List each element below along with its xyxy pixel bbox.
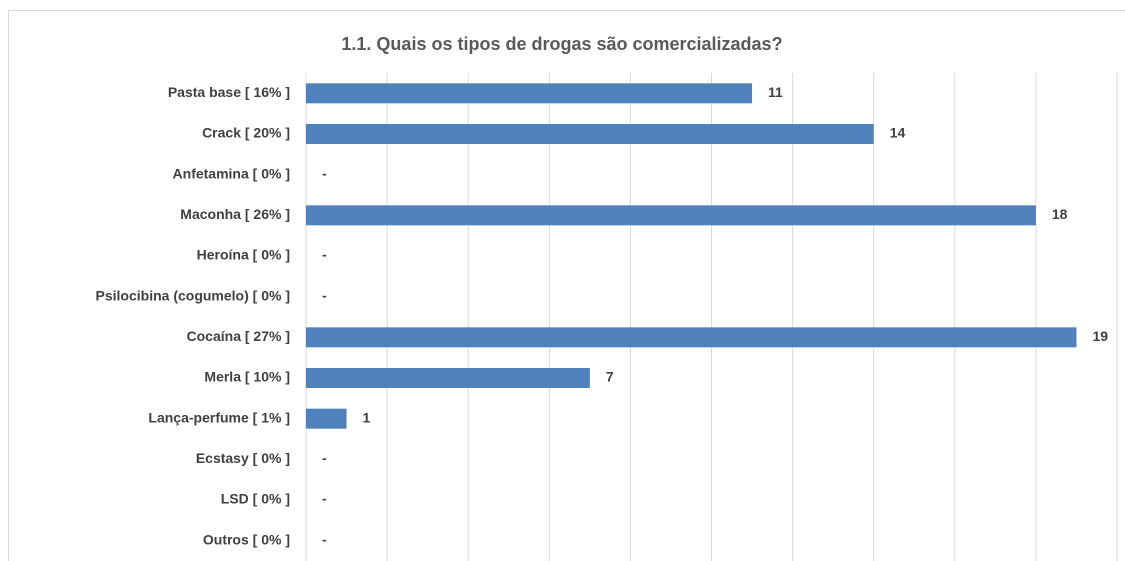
bar — [306, 368, 590, 388]
y-tick-label: Crack [ 20% ] — [202, 125, 290, 141]
y-tick-label: Anfetamina [ 0% ] — [173, 165, 290, 181]
y-tick-label: Outros [ 0% ] — [203, 531, 290, 547]
chart-title: 1.1. Quais os tipos de drogas são comerc… — [341, 34, 782, 54]
bar — [306, 83, 753, 104]
y-tick-label: Psilocibina (cogumelo) [ 0% ] — [96, 287, 290, 303]
data-label: 19 — [1092, 328, 1108, 344]
data-label: 7 — [606, 369, 614, 385]
data-label: - — [322, 165, 327, 181]
data-label: 18 — [1052, 206, 1068, 222]
data-label: 14 — [890, 125, 906, 141]
y-tick-label: Heroína [ 0% ] — [197, 247, 290, 263]
data-label: - — [322, 531, 327, 547]
y-tick-label: Lança-perfume [ 1% ] — [148, 409, 290, 425]
y-tick-label: LSD [ 0% ] — [221, 491, 290, 507]
bar — [306, 327, 1077, 348]
y-tick-label: Cocaína [ 27% ] — [187, 328, 290, 344]
bar — [306, 124, 874, 144]
y-tick-label: Pasta base [ 16% ] — [168, 84, 290, 100]
chart-frame — [8, 10, 1125, 561]
y-tick-label: Merla [ 10% ] — [204, 369, 290, 385]
y-tick-label: Maconha [ 26% ] — [180, 206, 290, 222]
data-label: - — [322, 287, 327, 303]
bar — [306, 205, 1036, 226]
data-label: 1 — [363, 409, 371, 425]
data-label: - — [322, 247, 327, 263]
data-label: - — [322, 450, 327, 466]
data-label: 11 — [768, 84, 783, 100]
y-tick-label: Ecstasy [ 0% ] — [196, 450, 290, 466]
bar — [306, 408, 347, 429]
data-label: - — [322, 491, 327, 507]
